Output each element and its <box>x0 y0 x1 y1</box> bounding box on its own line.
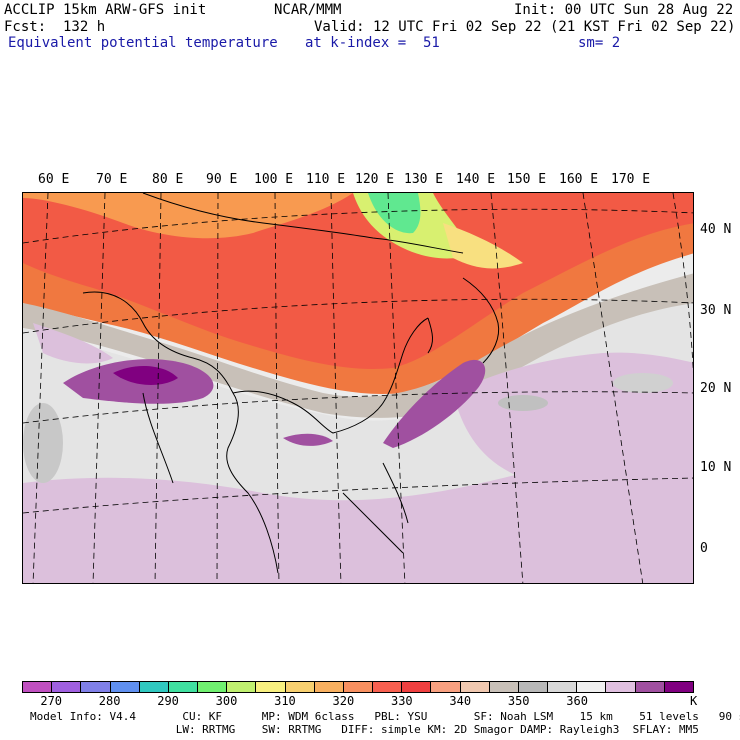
latitude-label: 20 N <box>700 381 732 396</box>
init-time: Init: 00 UTC Sun 28 Aug 22 <box>514 2 734 18</box>
legend-swatch <box>81 682 111 692</box>
legend-swatch <box>489 682 519 692</box>
forecast-hour: Fcst: 132 h <box>4 19 106 35</box>
longitude-label: 110 E <box>306 172 346 187</box>
model-info-line1: Model Info: V4.4 CU: KF MP: WDM 6class P… <box>30 710 740 723</box>
legend-tick-label: 350 <box>507 694 530 708</box>
longitude-label: 120 E <box>355 172 395 187</box>
legend-swatch <box>373 682 403 692</box>
legend-swatch <box>577 682 607 692</box>
model-title: ACCLIP 15km ARW-GFS init <box>4 2 207 18</box>
legend-tick-label: 310 <box>274 694 296 708</box>
longitude-label: 100 E <box>254 172 294 187</box>
organization: NCAR/MMM <box>274 2 342 18</box>
legend-swatch <box>431 682 461 692</box>
legend-tick-label: 270 <box>40 694 63 708</box>
legend-tick-label: 280 <box>98 694 121 708</box>
field-name: Equivalent potential temperature <box>8 35 278 51</box>
legend-swatch <box>285 682 315 692</box>
legend-tick-label: 290 <box>157 694 179 708</box>
color-legend <box>22 681 694 693</box>
legend-swatch <box>52 682 82 692</box>
legend-tick-label: 300 <box>215 694 238 708</box>
smoothing: sm= 2 <box>578 35 621 51</box>
valid-time: Valid: 12 UTC Fri 02 Sep 22 (21 KST Fri … <box>314 19 736 35</box>
legend-unit: K <box>690 694 698 708</box>
legend-swatch <box>460 682 490 692</box>
longitude-label: 160 E <box>559 172 599 187</box>
legend-swatch <box>606 682 636 692</box>
legend-swatch <box>635 682 665 692</box>
legend-swatch <box>402 682 432 692</box>
legend-swatch <box>664 682 693 692</box>
legend-swatch <box>23 682 53 692</box>
latitude-label: 0 <box>700 541 708 556</box>
legend-swatch <box>314 682 344 692</box>
latitude-label: 40 N <box>700 222 732 237</box>
legend-swatch <box>198 682 228 692</box>
legend-tick-label: 360 <box>566 694 588 708</box>
legend-swatch <box>139 682 169 692</box>
longitude-label: 80 E <box>152 172 184 187</box>
legend-swatch <box>548 682 578 692</box>
longitude-label: 70 E <box>96 172 128 187</box>
legend-swatch <box>256 682 286 692</box>
model-info-line2: LW: RRTMG SW: RRTMG DIFF: simple KM: 2D … <box>30 723 699 736</box>
legend-tick-label: 330 <box>390 694 413 708</box>
legend-tick-label: 340 <box>449 694 472 708</box>
latitude-label: 10 N <box>700 460 732 475</box>
legend-swatch <box>168 682 199 692</box>
longitude-label: 170 E <box>611 172 651 187</box>
level-index: at k-index = 51 <box>305 35 440 51</box>
longitude-label: 90 E <box>206 172 238 187</box>
legend-swatch <box>518 682 549 692</box>
longitude-label: 130 E <box>404 172 444 187</box>
legend-swatch <box>343 682 374 692</box>
theta-e-map <box>23 193 693 583</box>
longitude-label: 140 E <box>456 172 496 187</box>
longitude-label: 60 E <box>38 172 70 187</box>
latitude-label: 30 N <box>700 303 732 318</box>
legend-swatch <box>110 682 140 692</box>
longitude-label: 150 E <box>507 172 547 187</box>
legend-swatch <box>227 682 257 692</box>
legend-tick-label: 320 <box>332 694 355 708</box>
map-panel <box>22 192 694 584</box>
